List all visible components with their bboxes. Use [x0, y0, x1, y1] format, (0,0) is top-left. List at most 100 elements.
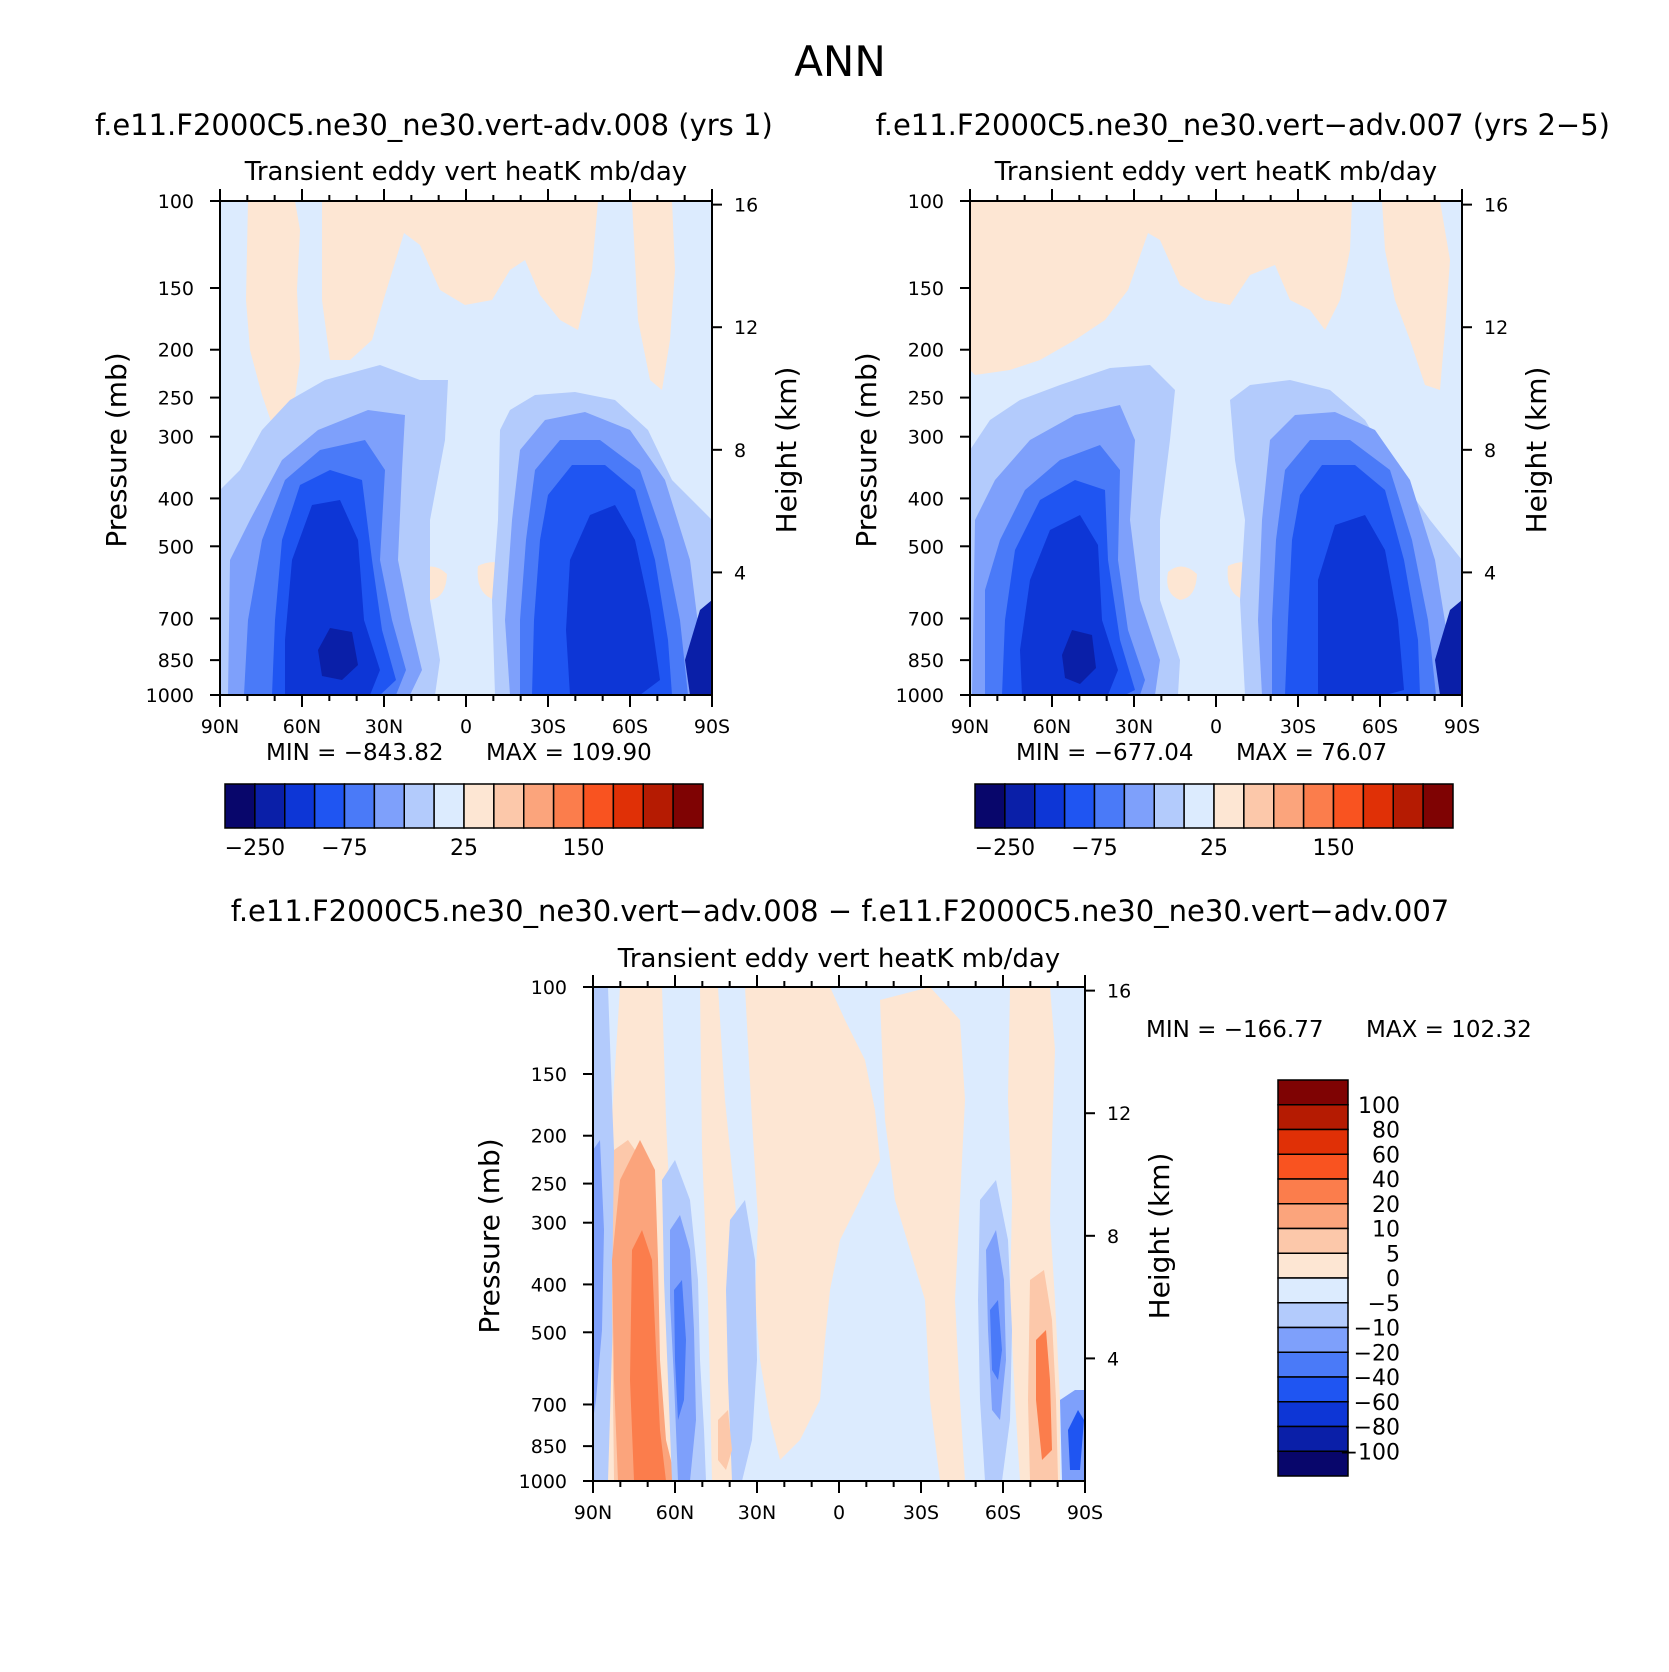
colorbar-label: 0	[1386, 1267, 1400, 1292]
colorbar-label: 60	[1372, 1143, 1400, 1168]
colorbar-swatch	[1213, 783, 1245, 829]
colorbar-swatch	[1153, 783, 1185, 829]
panel-3-subtitle: Transient eddy vert heatK mb/day	[617, 944, 1060, 974]
y-tick-label: 700	[908, 608, 944, 630]
panel-3-level-minus10-midlat	[726, 1200, 757, 1481]
colorbar-swatch	[1273, 783, 1305, 829]
panel-2-y2-label: Height (km)	[1520, 367, 1553, 534]
y-tick-label: 400	[158, 488, 194, 510]
y-tick-label: 400	[531, 1274, 567, 1296]
panel-1-y2-label: Height (km)	[770, 367, 803, 534]
panel-3-y-label: Pressure (mb)	[473, 1138, 506, 1333]
x-tick-label: 60S	[612, 716, 648, 738]
panel-3-title: f.e11.F2000C5.ne30_ne30.vert−adv.008 − f…	[231, 894, 1450, 928]
y-tick-label: 100	[158, 191, 194, 213]
x-tick-label: 90N	[201, 716, 239, 738]
colorbar-label: 100	[1358, 1094, 1400, 1119]
panel-2-level-minus100-nh	[1062, 630, 1096, 684]
y-tick-label: 200	[908, 340, 944, 362]
panel-3-positive-band-tropics	[745, 987, 880, 1460]
y-tick-label: 150	[531, 1064, 567, 1086]
y2-tick-label: 12	[1484, 317, 1508, 339]
colorbar-label: 150	[1313, 836, 1355, 861]
colorbar-swatch	[612, 783, 644, 829]
panel-2-positive-upper-sh	[1382, 201, 1450, 390]
colorbar-swatch	[1277, 1178, 1349, 1205]
colorbar-swatch	[1392, 783, 1424, 829]
panel-1-level-minus80-nh	[285, 500, 380, 695]
colorbar-label: −75	[1071, 836, 1117, 861]
x-tick-label: 60N	[1033, 716, 1071, 738]
y-tick-label: 300	[908, 427, 944, 449]
y2-tick-label: 8	[734, 440, 746, 462]
colorbar-label: −20	[1354, 1341, 1400, 1366]
panel-1-y-axis: 100 150 200 250 300 400 500 700 850 1000 16 12 8 4	[146, 191, 759, 707]
y-tick-label: 850	[158, 650, 194, 672]
colorbar-swatch	[1034, 783, 1066, 829]
y2-tick-label: 4	[1107, 1348, 1119, 1370]
colorbar-swatch	[1277, 1351, 1349, 1378]
colorbar-label: 5	[1386, 1242, 1400, 1267]
panel-3-x-axis: 90N 60N 30N 0 30S 60S 90S	[574, 975, 1103, 1524]
panel-3: f.e11.F2000C5.ne30_ne30.vert−adv.008 − f…	[231, 894, 1532, 1524]
panel-3-min: MIN = −166.77	[1146, 1017, 1323, 1043]
panel-3-level-20-nh	[630, 1230, 666, 1481]
colorbar-swatch	[224, 783, 256, 829]
colorbar-label: −75	[321, 836, 367, 861]
colorbar-swatch	[433, 783, 465, 829]
colorbar-label: −10	[1354, 1317, 1400, 1342]
colorbar-swatch	[463, 783, 495, 829]
panel-2-x-axis: 90N 60N 30N 0 30S 60S 90S	[951, 189, 1480, 738]
x-tick-label: 30S	[530, 716, 566, 738]
colorbar-swatch	[1183, 783, 1215, 829]
colorbar-label: −5	[1368, 1292, 1400, 1317]
colorbar-swatch	[1277, 1401, 1349, 1428]
x-tick-label: 30N	[738, 1502, 776, 1524]
x-tick-label: 0	[833, 1502, 845, 1524]
y-tick-label: 300	[158, 427, 194, 449]
panel-2-y-label: Pressure (mb)	[850, 352, 883, 547]
colorbar-label: 80	[1372, 1119, 1400, 1144]
colorbar-swatch	[1332, 783, 1365, 829]
panel-3-y-axis: 100 150 200 250 300 400 500 700 850 1000 16 12 8 4	[519, 977, 1132, 1493]
colorbar-swatch	[1277, 1153, 1349, 1180]
panel-1-positive-upper-nh	[246, 201, 300, 450]
y-tick-label: 1000	[519, 1471, 567, 1493]
x-tick-label: 60N	[283, 716, 321, 738]
colorbar-swatch	[1277, 1376, 1349, 1403]
y2-tick-label: 16	[734, 195, 758, 217]
colorbar-swatch	[284, 783, 316, 829]
y-tick-label: 850	[531, 1436, 567, 1458]
colorbar-swatch	[1093, 783, 1126, 829]
panel-3-level-minus60-edge	[1068, 1410, 1084, 1470]
colorbar-label: 25	[450, 836, 478, 861]
y-tick-label: 250	[158, 388, 194, 410]
y2-tick-label: 4	[734, 562, 746, 584]
colorbar-swatch	[254, 783, 286, 829]
y2-tick-label: 12	[1107, 1103, 1131, 1125]
panel-1-title: f.e11.F2000C5.ne30_ne30.vert-adv.008 (yr…	[95, 108, 773, 142]
colorbar-swatch	[1243, 783, 1275, 829]
y2-tick-label: 12	[734, 317, 758, 339]
panel-1-x-axis: 90N 60N 30N 0 30S 60S 90S	[201, 189, 730, 738]
panel-2-blob-a	[1167, 566, 1197, 600]
panel-3-level-5-small	[718, 1410, 732, 1470]
y-tick-label: 500	[908, 536, 944, 558]
colorbar-swatch	[1277, 1450, 1349, 1477]
colorbar-swatch	[343, 783, 376, 829]
colorbar-swatch	[313, 783, 346, 829]
x-tick-label: 60S	[985, 1502, 1021, 1524]
colorbar-label: −250	[975, 836, 1035, 861]
x-tick-label: 90N	[951, 716, 989, 738]
panel-1-positive-upper-sh	[632, 201, 675, 390]
colorbar-swatch	[1277, 1302, 1349, 1329]
colorbar-label: −80	[1354, 1416, 1400, 1441]
y-tick-label: 1000	[896, 685, 944, 707]
panel-2-contour-field	[970, 201, 1462, 695]
colorbar-swatch	[1362, 783, 1394, 829]
x-tick-label: 30N	[365, 716, 403, 738]
panel-2-max: MAX = 76.07	[1236, 740, 1387, 766]
x-tick-label: 0	[460, 716, 472, 738]
